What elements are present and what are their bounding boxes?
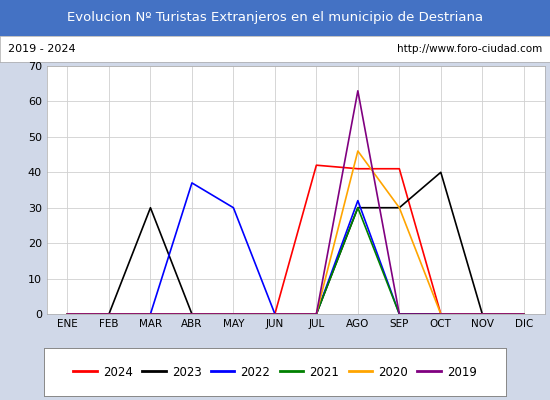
Legend: 2024, 2023, 2022, 2021, 2020, 2019: 2024, 2023, 2022, 2021, 2020, 2019 <box>69 361 481 383</box>
Text: 2019 - 2024: 2019 - 2024 <box>8 44 76 54</box>
Text: Evolucion Nº Turistas Extranjeros en el municipio de Destriana: Evolucion Nº Turistas Extranjeros en el … <box>67 12 483 24</box>
Text: http://www.foro-ciudad.com: http://www.foro-ciudad.com <box>397 44 542 54</box>
